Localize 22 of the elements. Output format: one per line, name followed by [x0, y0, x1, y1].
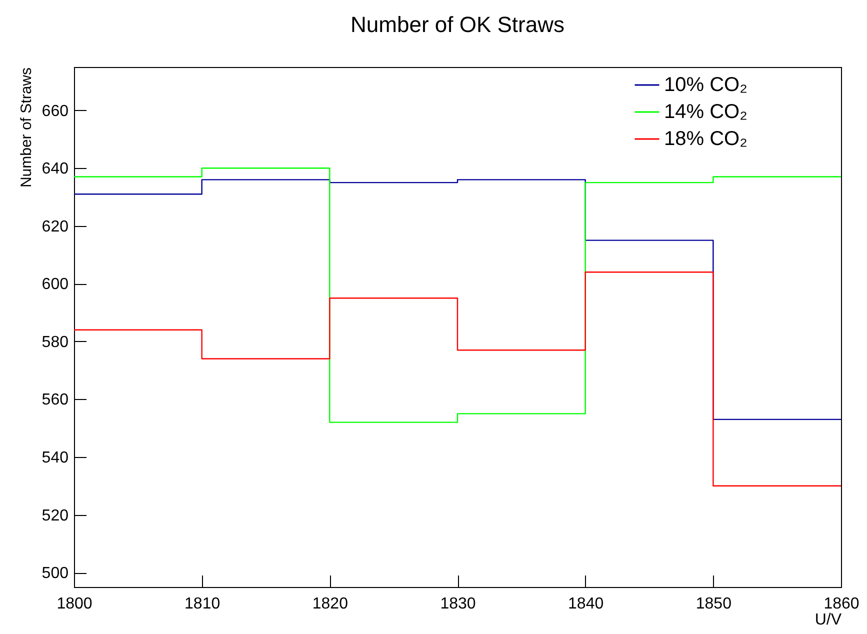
- x-tick-label: 1830: [440, 596, 476, 612]
- y-tick-label: 640: [42, 160, 69, 178]
- chart-title: Number of OK Straws: [350, 12, 564, 37]
- y-tick-label: 540: [42, 450, 69, 466]
- x-tick-label: 1810: [184, 596, 220, 612]
- y-tick-label: 580: [42, 334, 69, 351]
- legend-label: 14% CO₂: [664, 101, 748, 123]
- x-tick-label: 1820: [312, 596, 348, 612]
- y-tick-label: 660: [42, 102, 69, 120]
- x-axis-title: U/V: [814, 612, 842, 628]
- x-tick-label: 1850: [696, 596, 732, 612]
- x-tick-label: 1800: [56, 596, 92, 612]
- legend-label: 10% CO₂: [664, 74, 748, 96]
- y-tick-label: 560: [42, 392, 69, 409]
- legend-label: 18% CO₂: [664, 128, 748, 150]
- x-tick-label: 1860: [824, 596, 860, 612]
- y-tick-label: 520: [42, 507, 69, 524]
- y-tick-label: 600: [42, 276, 69, 294]
- y-axis-title: Number of Straws: [18, 68, 35, 188]
- y-tick-label: 500: [42, 565, 69, 582]
- y-tick-label: 620: [42, 218, 69, 236]
- x-tick-label: 1840: [568, 596, 604, 612]
